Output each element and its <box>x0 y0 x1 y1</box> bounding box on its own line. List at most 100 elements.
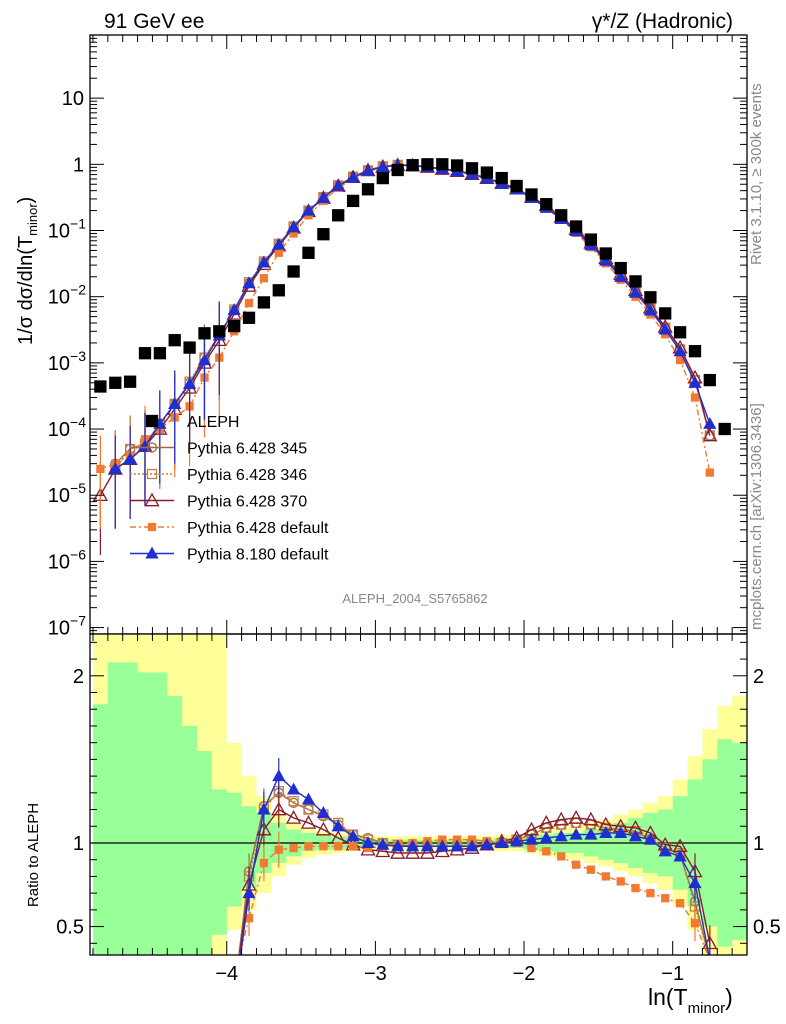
ratio-point-p8 <box>272 769 286 782</box>
ratio-point-p8 <box>614 826 628 839</box>
point-aleph <box>510 179 523 193</box>
main-ylabel-base: 1/σ dσ/dln(T <box>15 236 37 345</box>
ratio-point-pdefault <box>616 877 625 886</box>
ratio-point-pdefault <box>586 865 596 874</box>
y-tick-label: 10−7 <box>48 613 86 640</box>
point-p8 <box>614 269 628 282</box>
point-pdefault <box>244 298 254 308</box>
ratio-point-p8 <box>450 839 464 852</box>
point-aleph <box>406 159 419 172</box>
point-pdefault <box>705 468 714 477</box>
ratio-point-p370 <box>568 810 584 824</box>
point-p8 <box>673 344 687 357</box>
ratio-point-p8 <box>257 802 271 815</box>
point-aleph <box>391 163 404 177</box>
point-p8 <box>108 462 122 474</box>
point-aleph <box>569 220 583 233</box>
ratio-point-pdefault <box>527 843 536 853</box>
ratio-point-p8 <box>405 839 420 852</box>
ratio-point-p8 <box>628 829 643 842</box>
point-p8 <box>257 255 271 268</box>
legend-marker <box>147 522 157 532</box>
band-inner <box>93 662 747 955</box>
legend: ALEPH Pythia 6.428 345 Pythia 6.428 346 Pyt… <box>130 414 329 564</box>
ratio-point-p8 <box>509 834 524 847</box>
point-p8 <box>376 160 390 173</box>
point-aleph <box>599 247 612 260</box>
ratio-point-pdefault <box>274 845 283 854</box>
ratio-point-pdefault <box>571 860 581 869</box>
ratio-point-p8 <box>316 806 331 818</box>
ratio-point-p346 <box>288 796 299 807</box>
point-pdefault <box>259 274 269 283</box>
ratio-point-p370 <box>538 815 554 829</box>
point-p8 <box>599 253 613 266</box>
ratio-point-p8 <box>331 819 345 832</box>
point-p8 <box>628 285 643 298</box>
main-y-axis: 10−7 10−6 10−5 10−4 10−3 10−2 10−1 1 10 <box>48 34 747 640</box>
ratio-point-p8 <box>495 836 509 849</box>
x-axis-label-base: ln(T <box>648 984 688 1010</box>
ratio-point-p8 <box>391 839 405 852</box>
ratio-point-pdefault <box>601 872 610 881</box>
ratio-point-p370 <box>375 843 391 858</box>
point-aleph <box>450 159 464 172</box>
point-aleph <box>198 327 211 340</box>
legend-item-p370: Pythia 6.428 370 <box>130 492 307 511</box>
main-panel: 10−7 10−6 10−5 10−4 10−3 10−2 10−1 1 10 <box>48 34 748 640</box>
ratio-series-p8 <box>239 758 711 955</box>
ratio-point-p346 <box>303 804 314 815</box>
ratio-point-p8 <box>376 837 390 850</box>
ratio-point-p8 <box>584 827 598 840</box>
point-aleph <box>272 284 285 297</box>
ratio-point-p8 <box>658 844 672 857</box>
ratio-y-tick-label: 1 <box>73 833 84 855</box>
main-ylabel-sub: minor <box>25 203 40 236</box>
legend-marker <box>146 442 158 453</box>
ratio-point-pdefault <box>289 843 298 853</box>
x-axis-label-sub: minor <box>688 1000 726 1017</box>
main-series <box>92 157 731 555</box>
ratio-point-pdefault <box>661 894 670 903</box>
point-aleph <box>584 233 598 246</box>
point-aleph <box>257 296 271 309</box>
y-tick-label: 1 <box>73 154 84 176</box>
main-ylabel: 1/σ dσ/dln(Tminor) <box>15 197 40 345</box>
point-aleph <box>153 347 167 360</box>
ratio-point-p8 <box>286 782 301 795</box>
ratio-y-tick-label: 0.5 <box>56 917 84 939</box>
point-aleph <box>495 171 508 185</box>
uncertainty-bands <box>93 634 747 955</box>
point-aleph <box>213 325 226 338</box>
point-aleph <box>555 209 568 222</box>
x-axis-label-close: ) <box>725 984 733 1010</box>
point-aleph <box>287 265 300 278</box>
point-p8 <box>286 220 301 233</box>
x-axis: −4 −3 −2 −1 <box>92 35 748 985</box>
legend-marker <box>145 414 159 428</box>
ratio-point-p370 <box>553 811 569 826</box>
legend-item-p346: Pythia 6.428 346 <box>130 467 307 484</box>
point-p8 <box>168 397 182 409</box>
point-p8 <box>197 353 212 366</box>
point-aleph <box>317 228 330 241</box>
ratio-point-p8 <box>539 831 553 844</box>
ratio-point-p8 <box>346 829 360 842</box>
point-aleph <box>228 319 241 333</box>
ratio-point-p370 <box>419 845 436 859</box>
ratio-point-p8 <box>435 839 449 852</box>
point-aleph <box>644 291 657 304</box>
point-aleph <box>688 345 702 358</box>
point-p8 <box>361 163 375 176</box>
x-axis-label: ln(Tminor) <box>648 984 733 1017</box>
point-p8 <box>346 170 360 183</box>
ratio-series <box>238 758 718 955</box>
ratio-point-pdefault <box>646 888 655 898</box>
point-aleph <box>302 246 315 259</box>
rivet-label: Rivet 3.1.10, ≥ 300k events <box>748 83 765 265</box>
point-pdefault <box>274 248 283 257</box>
ratio-point-p8 <box>301 792 316 805</box>
ratio-point-p8 <box>599 826 613 839</box>
point-aleph <box>629 275 642 288</box>
ratio-point-p370 <box>315 821 332 836</box>
